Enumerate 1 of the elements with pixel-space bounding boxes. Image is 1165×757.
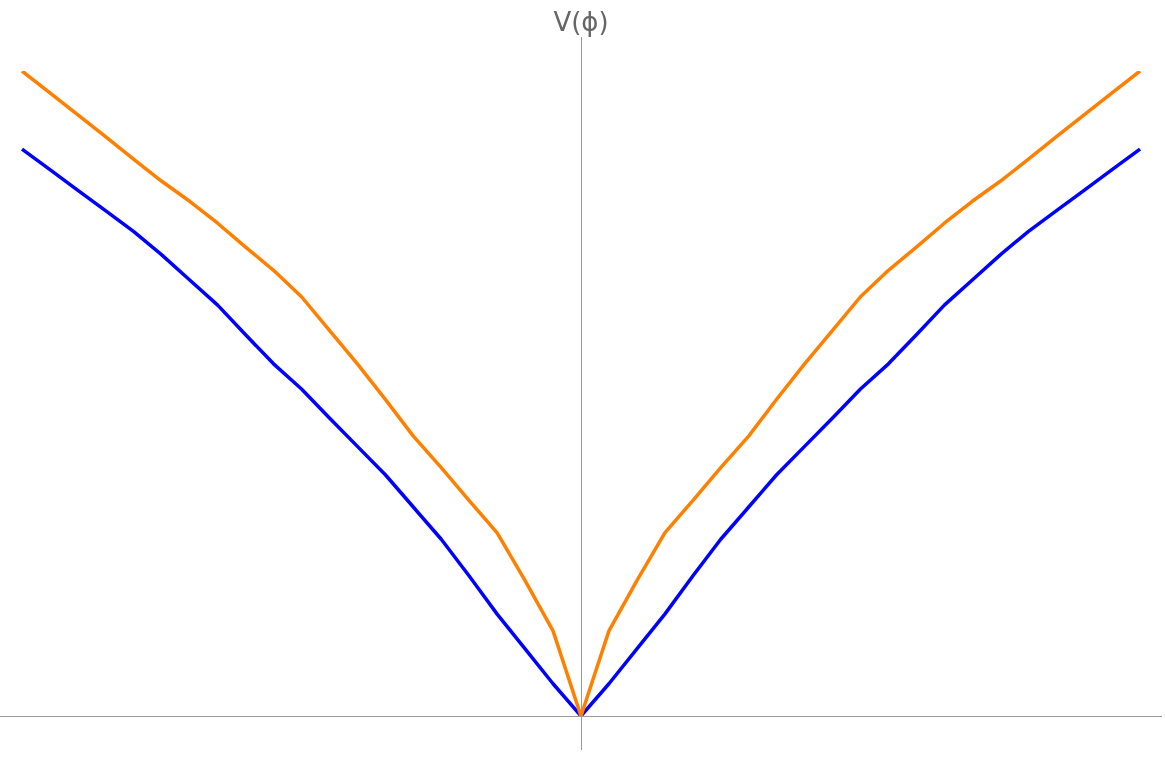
y-axis-title: V(ϕ)	[553, 7, 609, 37]
